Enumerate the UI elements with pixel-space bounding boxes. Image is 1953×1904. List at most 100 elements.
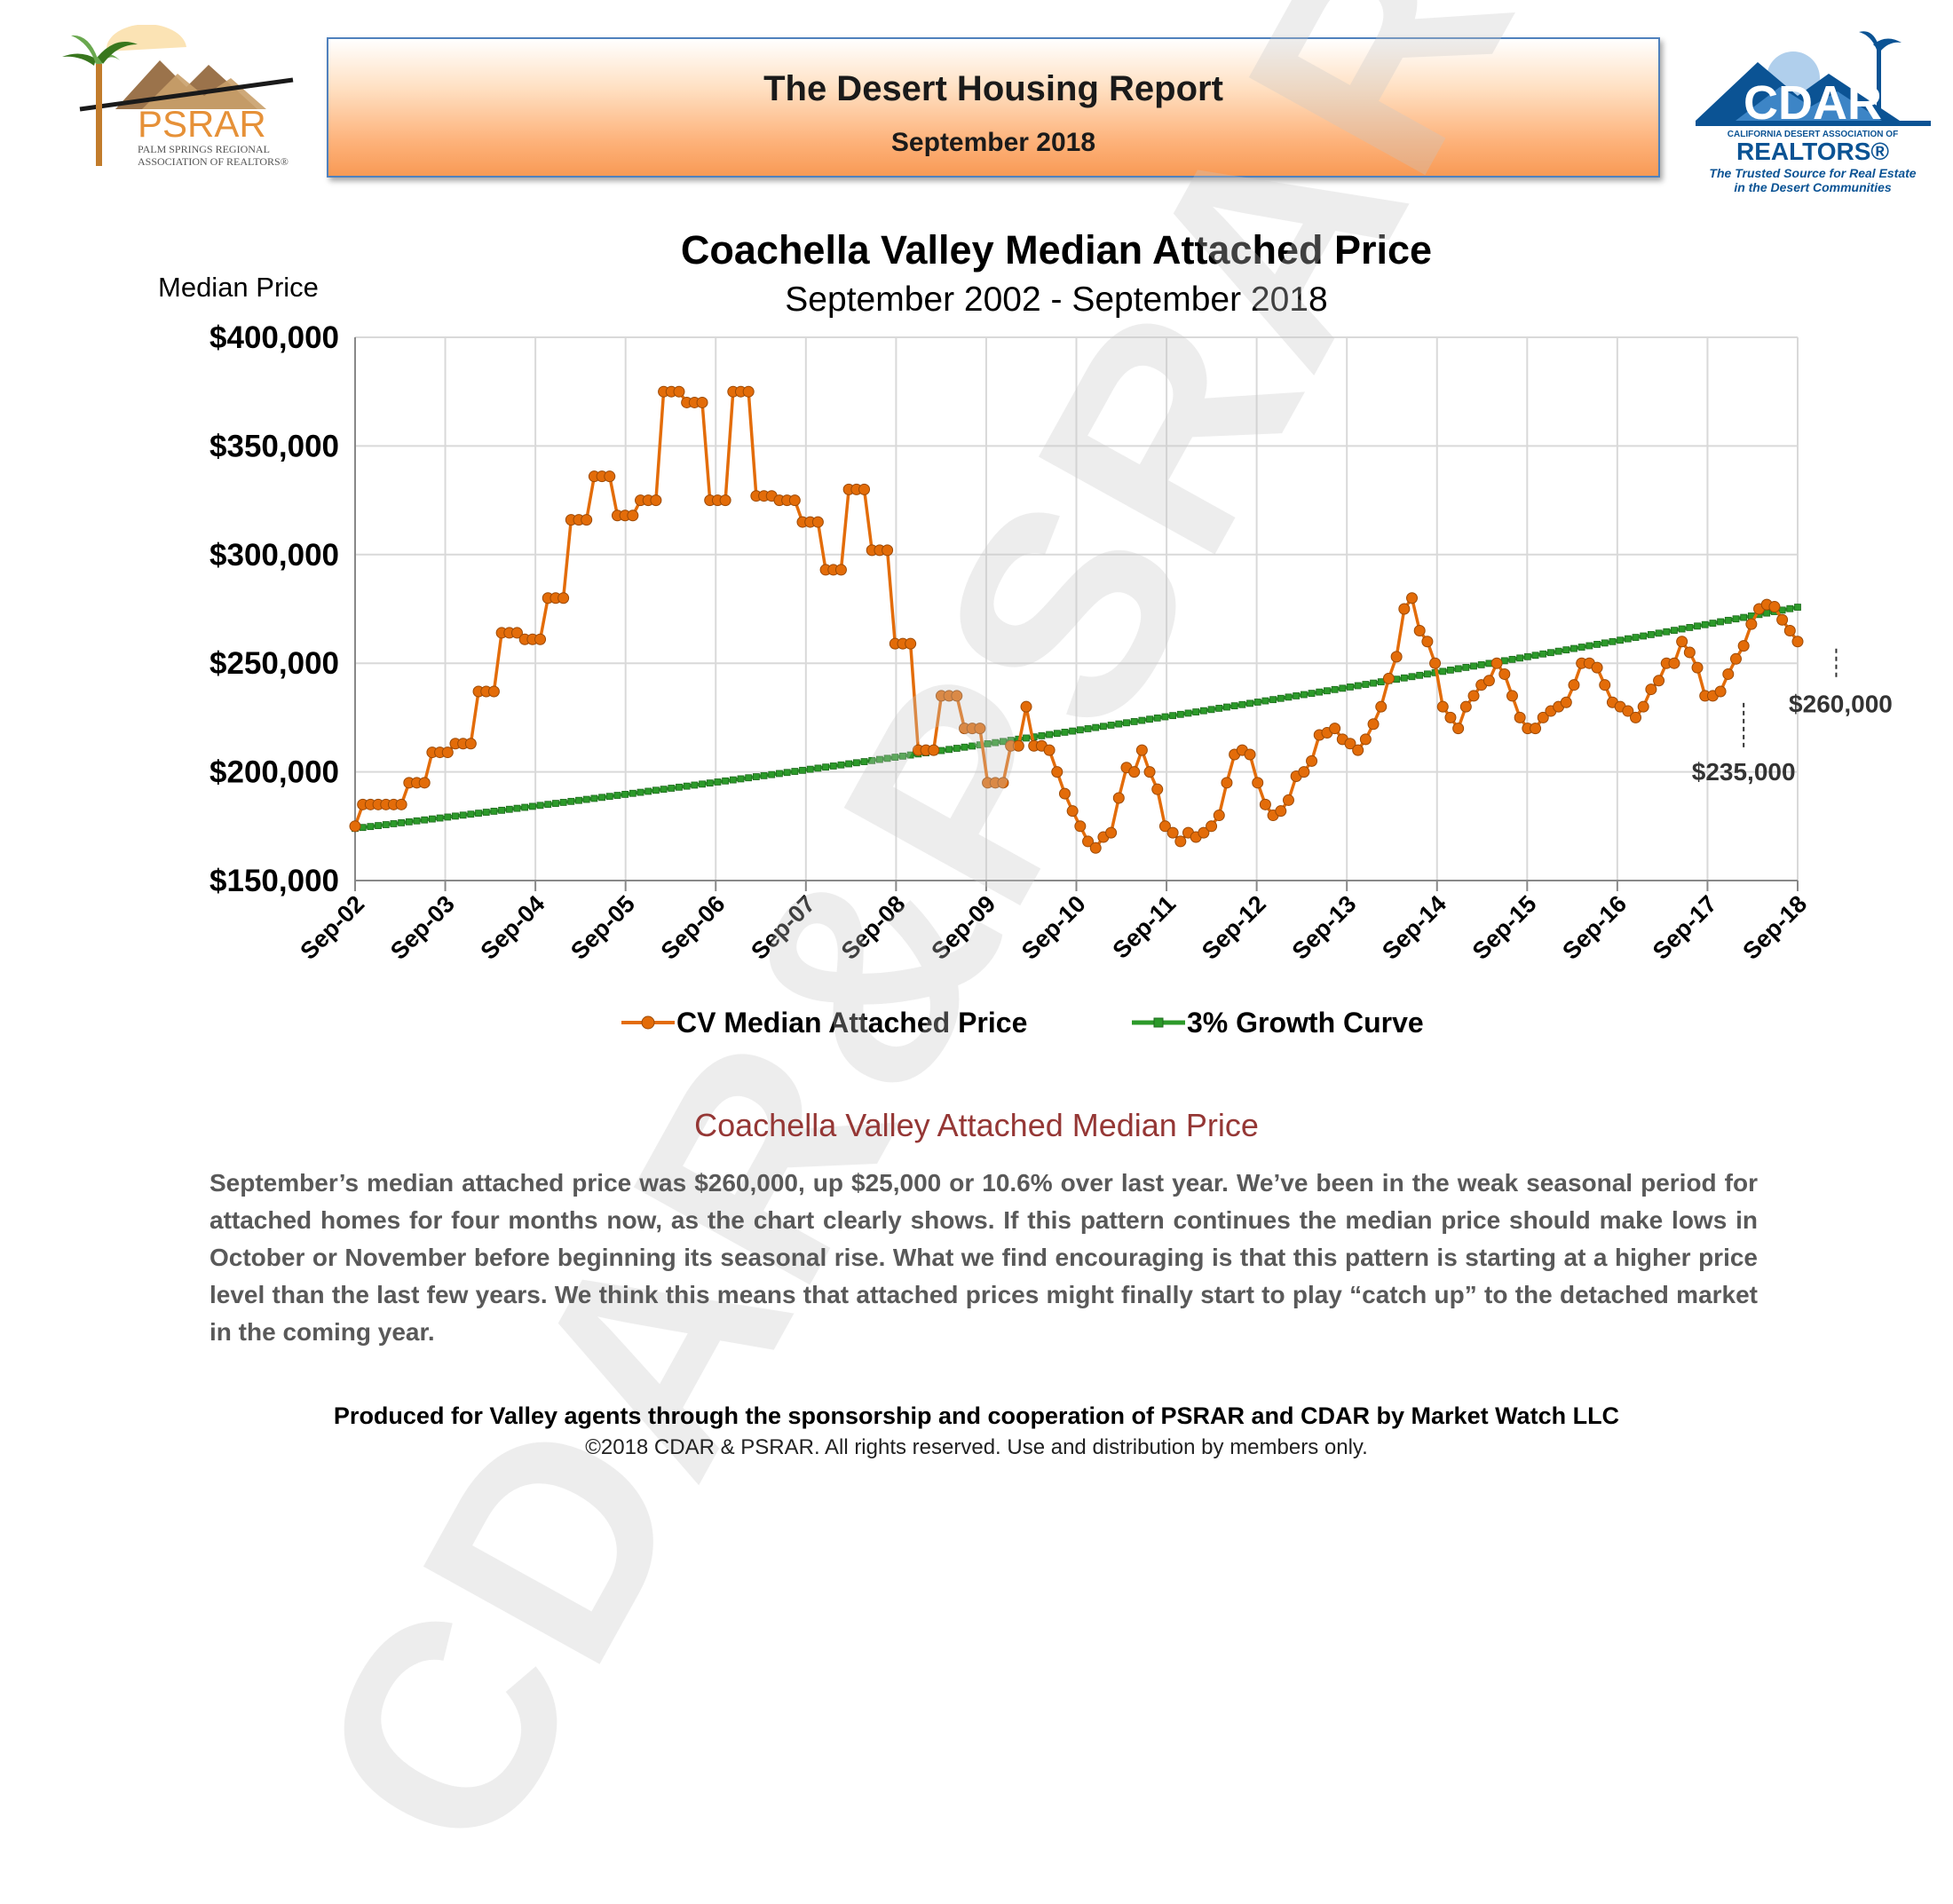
median-price-point (1722, 668, 1735, 680)
y-tick-label: $300,000 (210, 538, 339, 573)
median-price-point (1074, 820, 1087, 833)
growth-curve-point (1100, 723, 1107, 731)
growth-curve-point (699, 780, 706, 788)
growth-curve-point (691, 781, 699, 789)
growth-curve-point (1516, 654, 1524, 662)
growth-curve-point (1277, 694, 1285, 702)
psrar-logo-line2: ASSOCIATION OF REALTORS® (138, 155, 289, 168)
median-price-point (1637, 700, 1649, 713)
median-price-point (1166, 826, 1179, 839)
x-tick-label: Sep-16 (1557, 890, 1632, 965)
median-price-point (1352, 744, 1364, 756)
median-price-point (1020, 700, 1032, 713)
y-tick-label: $250,000 (210, 646, 339, 681)
growth-curve-point (660, 786, 668, 794)
median-price-point (1089, 841, 1102, 854)
median-price-point (1537, 711, 1549, 723)
growth-curve-point (1477, 660, 1485, 668)
growth-curve-point (760, 771, 768, 779)
y-tick-label: $150,000 (210, 864, 339, 898)
median-price-point (650, 494, 662, 507)
median-price-point (1244, 748, 1256, 761)
growth-curve-point (605, 793, 613, 801)
growth-curve-point (822, 763, 829, 771)
growth-curve-point (528, 802, 536, 810)
growth-curve-point (1238, 700, 1246, 708)
report-header-banner: The Desert Housing Report September 2018 (327, 37, 1660, 178)
y-tick-label: $400,000 (210, 320, 339, 355)
growth-curve-point (868, 756, 876, 764)
growth-curve-point (791, 768, 799, 775)
growth-curve-point (490, 808, 498, 815)
x-tick-label: Sep-14 (1377, 890, 1451, 965)
growth-curve-point (467, 810, 475, 818)
growth-curve-point (1763, 609, 1771, 617)
growth-curve-point (1046, 731, 1053, 739)
growth-curve-point (1447, 666, 1454, 674)
growth-curve-point (1069, 727, 1077, 735)
median-price-point (1298, 766, 1310, 778)
growth-curve-point (752, 773, 760, 780)
median-price-point (1206, 820, 1218, 833)
growth-curve-point (1470, 662, 1477, 670)
median-price-point (928, 744, 940, 756)
legend-swatch-marker (1153, 1017, 1164, 1028)
median-price-point (1568, 679, 1580, 691)
legend-label: CV Median Attached Price (676, 1007, 1027, 1039)
growth-curve-point (1562, 646, 1570, 654)
median-price-point (951, 690, 963, 702)
median-price-point (1051, 766, 1063, 778)
cdar-logo-tag1: The Trusted Source for Real Estate (1709, 166, 1916, 180)
commentary-paragraph: September’s median attached price was $2… (210, 1169, 1758, 1346)
median-price-point (557, 592, 570, 604)
median-price-point (1444, 711, 1457, 723)
growth-curve-point (1671, 627, 1678, 635)
growth-curve-point (567, 797, 575, 805)
median-price-point (1382, 672, 1395, 684)
median-price-point (1135, 744, 1148, 756)
median-price-point (1776, 613, 1789, 626)
growth-curve-point (575, 796, 582, 804)
growth-curve-point (521, 803, 529, 811)
growth-curve-point (1161, 713, 1169, 721)
growth-curve-point (1138, 716, 1146, 724)
growth-curve-point (1084, 725, 1092, 732)
chart-grid (354, 336, 1799, 891)
y-tick-label: $350,000 (210, 429, 339, 463)
growth-curve-point (498, 806, 506, 814)
cdar-logo-line1: CALIFORNIA DESERT ASSOCIATION OF (1728, 130, 1898, 139)
growth-curve-point (1416, 671, 1424, 679)
growth-curve-point (390, 820, 398, 827)
median-price-point (1530, 723, 1542, 735)
median-price-point (1683, 646, 1696, 659)
growth-curve-point (1740, 613, 1748, 621)
median-price-series (349, 385, 1804, 854)
growth-curve-point (1724, 616, 1732, 624)
x-tick-label: Sep-10 (1016, 890, 1091, 965)
cdar-logo: CDAR CALIFORNIA DESERT ASSOCIATION OF RE… (1696, 31, 1931, 194)
cdar-logo-line2: REALTORS® (1736, 138, 1889, 165)
x-tick-label: Sep-13 (1287, 890, 1362, 965)
median-price-point (905, 637, 917, 650)
growth-curve-point (1061, 729, 1069, 736)
growth-curve-point (1647, 631, 1655, 638)
median-price-point (997, 777, 1009, 789)
growth-curve-point (829, 762, 837, 770)
growth-curve-point (652, 786, 660, 794)
median-price-point (1174, 835, 1187, 848)
growth-curve-point (1624, 635, 1632, 643)
growth-curve-point (1508, 655, 1516, 663)
x-tick-label: Sep-03 (385, 890, 460, 965)
legend-swatch-marker (641, 1015, 655, 1030)
growth-curve-point (590, 794, 598, 802)
growth-curve-point (405, 818, 413, 826)
growth-curve-point (1215, 705, 1223, 712)
x-tick-label: Sep-07 (746, 890, 820, 965)
median-price-point (1483, 675, 1495, 687)
growth-curve-point (1609, 637, 1617, 645)
median-price-point (1406, 592, 1419, 604)
median-price-point (1591, 661, 1603, 674)
x-tick-label: Sep-08 (836, 890, 911, 965)
report-date: September 2018 (890, 128, 1096, 157)
median-price-point (858, 483, 871, 495)
